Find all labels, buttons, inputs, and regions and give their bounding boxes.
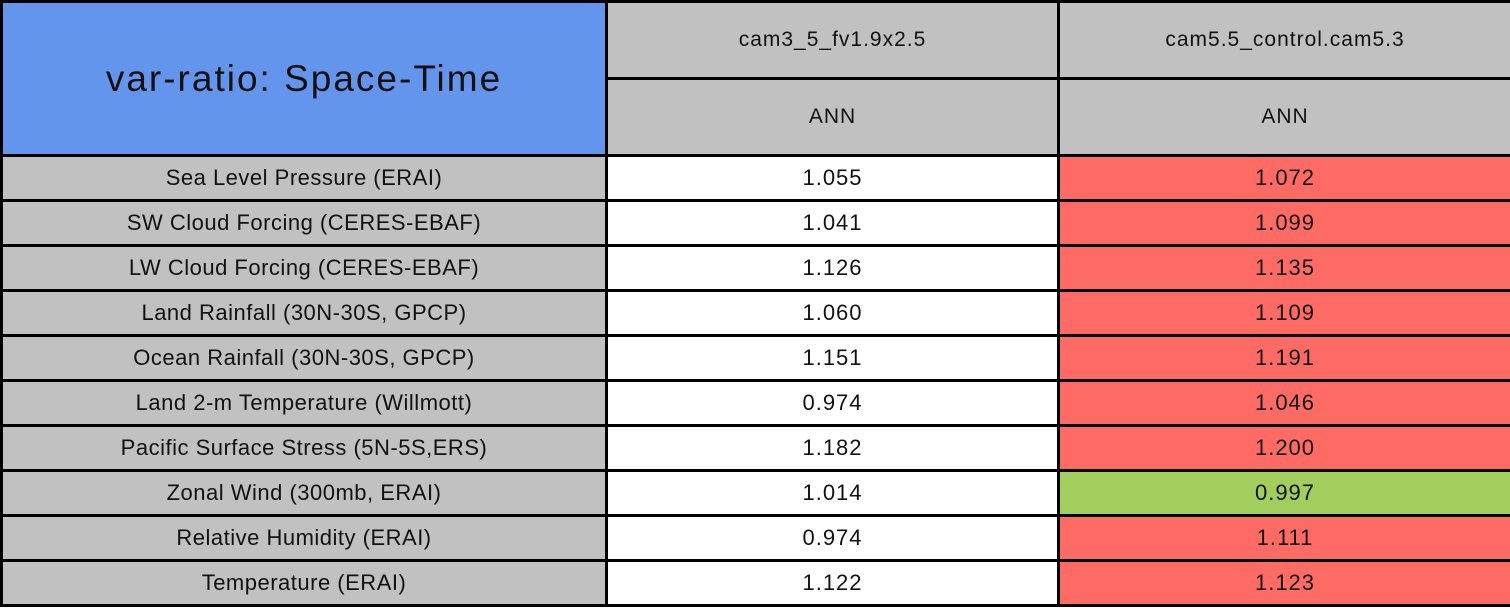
header-row-seasons: ANN ANN [2, 77, 1510, 157]
row-label: Sea Level Pressure (ERAI) [0, 154, 608, 202]
value-cell-model-2: 1.072 [1057, 154, 1510, 202]
table-row: Temperature (ERAI) 1.122 1.123 [0, 559, 1510, 607]
header-row-models: var-ratio: Space-Time cam3_5_fv1.9x2.5 c… [0, 0, 1510, 157]
row-label: SW Cloud Forcing (CERES-EBAF) [0, 199, 608, 247]
value-cell-model-1: 1.060 [605, 289, 1060, 337]
value-cell-model-1: 0.974 [605, 514, 1060, 562]
value-cell-model-1: 1.182 [605, 424, 1060, 472]
value-cell-model-2: 1.200 [1057, 424, 1510, 472]
value-cell-model-1: 1.122 [605, 559, 1060, 607]
table-title: var-ratio: Space-Time [0, 0, 608, 157]
value-cell-model-2: 1.123 [1057, 559, 1510, 607]
season-header-1: ANN [605, 77, 1060, 157]
table-row: Land 2-m Temperature (Willmott) 0.974 1.… [0, 379, 1510, 427]
season-header-2: ANN [1057, 77, 1510, 157]
table-row: SW Cloud Forcing (CERES-EBAF) 1.041 1.09… [0, 199, 1510, 247]
value-cell-model-2: 1.099 [1057, 199, 1510, 247]
table-row: Pacific Surface Stress (5N-5S,ERS) 1.182… [0, 424, 1510, 472]
column-header-model-2: cam5.5_control.cam5.3 [1057, 0, 1510, 80]
value-cell-model-2: 1.109 [1057, 289, 1510, 337]
row-label: Relative Humidity (ERAI) [0, 514, 608, 562]
column-header-model-1: cam3_5_fv1.9x2.5 [605, 0, 1060, 80]
table-row: Relative Humidity (ERAI) 0.974 1.111 [0, 514, 1510, 562]
table-row: Sea Level Pressure (ERAI) 1.055 1.072 [0, 154, 1510, 202]
value-cell-model-1: 1.041 [605, 199, 1060, 247]
value-cell-model-2: 1.191 [1057, 334, 1510, 382]
value-cell-model-1: 1.151 [605, 334, 1060, 382]
table-row: Land Rainfall (30N-30S, GPCP) 1.060 1.10… [0, 289, 1510, 337]
value-cell-model-2: 1.135 [1057, 244, 1510, 292]
row-label: Zonal Wind (300mb, ERAI) [0, 469, 608, 517]
value-cell-model-2: 1.111 [1057, 514, 1510, 562]
value-cell-model-1: 1.126 [605, 244, 1060, 292]
value-cell-model-2: 1.046 [1057, 379, 1510, 427]
row-label: Temperature (ERAI) [0, 559, 608, 607]
value-cell-model-1: 0.974 [605, 379, 1060, 427]
table-row: LW Cloud Forcing (CERES-EBAF) 1.126 1.13… [0, 244, 1510, 292]
row-label: Land Rainfall (30N-30S, GPCP) [0, 289, 608, 337]
table-row: Ocean Rainfall (30N-30S, GPCP) 1.151 1.1… [0, 334, 1510, 382]
value-cell-model-1: 1.014 [605, 469, 1060, 517]
value-cell-model-1: 1.055 [605, 154, 1060, 202]
row-label: Ocean Rainfall (30N-30S, GPCP) [0, 334, 608, 382]
row-label: LW Cloud Forcing (CERES-EBAF) [0, 244, 608, 292]
value-cell-model-2: 0.997 [1057, 469, 1510, 517]
row-label: Pacific Surface Stress (5N-5S,ERS) [0, 424, 608, 472]
row-label: Land 2-m Temperature (Willmott) [0, 379, 608, 427]
table-row: Zonal Wind (300mb, ERAI) 1.014 0.997 [0, 469, 1510, 517]
